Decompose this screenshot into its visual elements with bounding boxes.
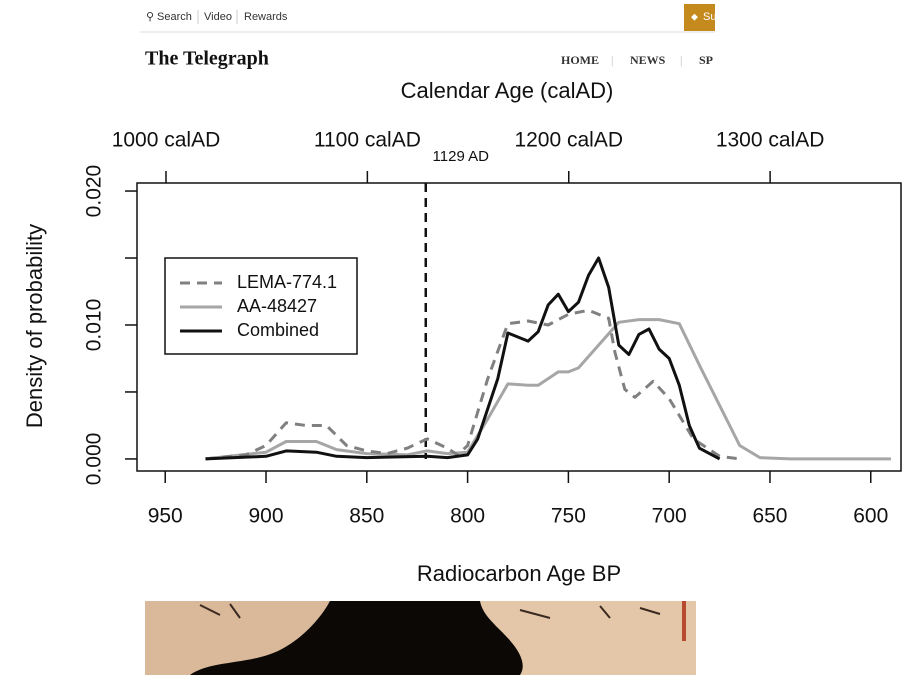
nav-link[interactable]: Search	[157, 11, 192, 23]
x-axis-label: Radiocarbon Age BP	[417, 561, 621, 586]
logo[interactable]: The Telegraph	[145, 48, 269, 70]
y-axis-label: Density of probability	[22, 224, 47, 428]
x-tick-label: 600	[853, 505, 888, 528]
x2-tick-label: 1300 calAD	[716, 129, 825, 152]
search-icon: ⚲	[146, 11, 154, 23]
legend-label: Combined	[237, 320, 319, 340]
screenshot: ⚲ Search Video Rewards ◆ Su The Telegrap…	[0, 0, 902, 675]
x-tick-label: 750	[551, 505, 586, 528]
x-tick-label: 900	[248, 505, 283, 528]
x2-tick-label: 1200 calAD	[514, 129, 623, 152]
photo	[145, 601, 696, 675]
top-nav[interactable]: HOME	[561, 53, 599, 67]
y-tick-label: 0.000	[83, 433, 106, 486]
y-tick-label: 0.010	[83, 299, 106, 352]
x-tick-label: 800	[450, 505, 485, 528]
x-tick-label: 700	[652, 505, 687, 528]
nav-link[interactable]: Video	[204, 11, 232, 23]
x-tick-label: 950	[148, 505, 183, 528]
y-tick-label: 0.020	[83, 165, 106, 218]
legend-label: LEMA-774.1	[237, 272, 337, 292]
separator: |	[680, 53, 682, 67]
x-tick-label: 850	[349, 505, 384, 528]
x2-tick-label: 1100 calAD	[314, 129, 421, 152]
top-nav[interactable]: SP	[699, 53, 713, 67]
legend-label: AA-48427	[237, 296, 317, 316]
top-nav[interactable]: NEWS	[630, 53, 666, 67]
x2-tick-label: 1000 calAD	[112, 129, 221, 152]
page: {"header": {"links": ["Search", "Video",…	[0, 0, 902, 675]
button-label[interactable]: Su	[703, 11, 716, 23]
annotation-label: 1129 AD	[433, 148, 490, 165]
separator: |	[611, 53, 613, 67]
x-tick-label: 650	[752, 505, 787, 528]
nav-link[interactable]: Rewards	[244, 11, 288, 23]
chart-title: Calendar Age (calAD)	[401, 78, 614, 103]
button-icon: ◆	[691, 11, 698, 21]
